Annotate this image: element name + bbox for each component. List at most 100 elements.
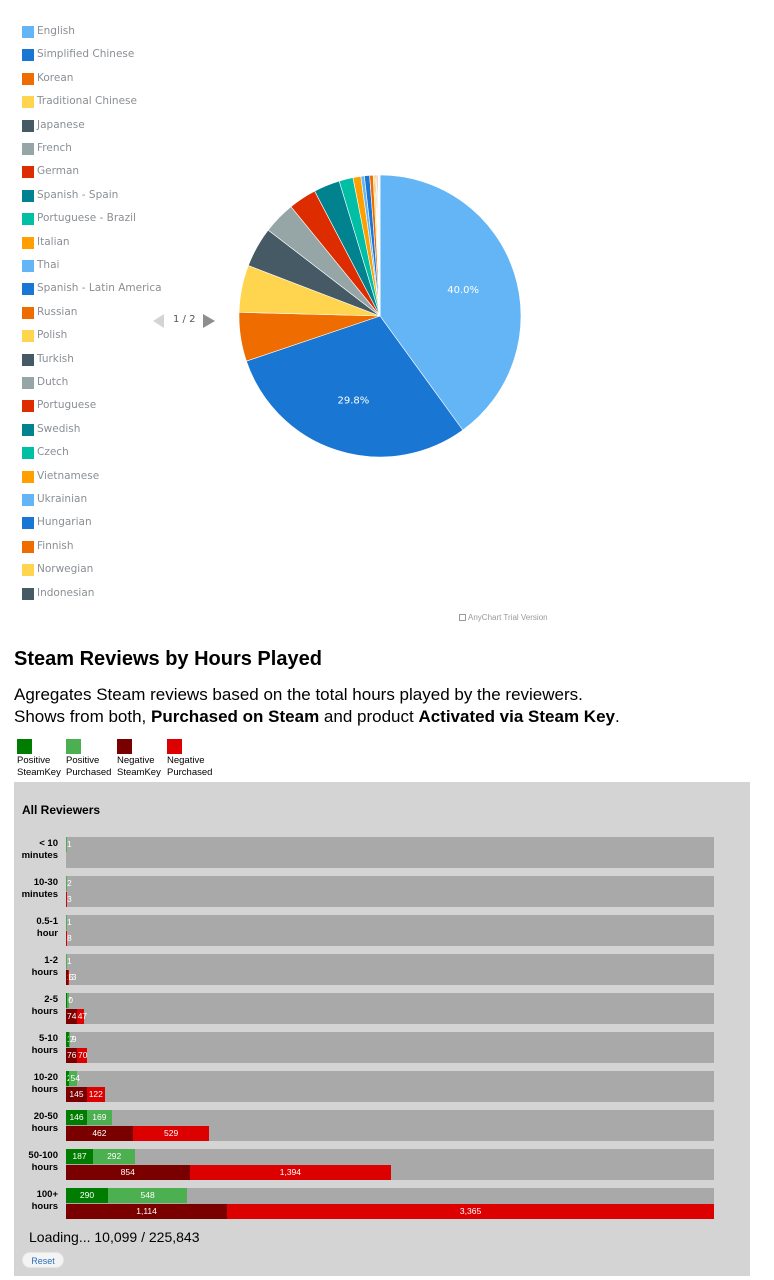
legend-swatch <box>22 72 34 85</box>
key-label: Positive SteamKey <box>17 755 73 779</box>
row-label-line: 10-30 <box>33 877 58 888</box>
bar-segment-positive-purchased[interactable]: 169 <box>87 1110 112 1125</box>
legend-swatch <box>22 166 34 179</box>
legend-swatch <box>22 564 34 577</box>
description-line-2: Shows from both, Purchased on Steam and … <box>14 706 620 728</box>
row-label-line: 5-10 <box>38 1033 58 1044</box>
legend-swatch <box>22 447 34 460</box>
bar-segment-positive-purchased[interactable]: 1 <box>66 915 72 930</box>
description-line-1: Agregates Steam reviews based on the tot… <box>14 685 583 704</box>
row-label: 5-10 hours <box>18 1033 58 1057</box>
legend-label: Swedish <box>37 422 81 435</box>
panel-title: All Reviewers <box>22 803 101 817</box>
legend-swatch <box>22 587 34 600</box>
legend-label: Vietnamese <box>37 469 100 482</box>
bar-segment-negative-purchased[interactable]: 529 <box>132 1126 210 1141</box>
legend-swatch <box>22 470 34 483</box>
pager-prev-icon[interactable] <box>153 314 164 328</box>
bar-segment-positive-steamkey[interactable]: 187 <box>66 1149 94 1164</box>
legend-swatch <box>22 517 34 530</box>
row-label-line: hours <box>31 1201 58 1212</box>
legend-label: French <box>37 142 72 154</box>
row-label: 10-30 minutes <box>18 877 58 901</box>
key-label-line: Positive <box>66 755 100 766</box>
bar-segment-positive-steamkey[interactable]: 146 <box>66 1110 88 1125</box>
bar-segment-negative-steamkey[interactable]: 74 <box>66 1009 77 1024</box>
bar-segment-negative-purchased[interactable]: 3,365 <box>227 1204 714 1219</box>
legend-label: Spanish - Spain <box>37 188 119 201</box>
bar-segment-negative-steamkey[interactable]: 1,114 <box>66 1204 228 1219</box>
legend-label: German <box>37 165 80 178</box>
bar-segment-negative-purchased[interactable]: 8 <box>66 931 72 946</box>
bar-segment-positive-purchased[interactable]: 1 <box>66 837 72 852</box>
row-label-line: hours <box>31 1045 58 1056</box>
legend-label: Dutch <box>37 376 69 388</box>
row-label-line: 1-2 <box>44 955 58 966</box>
bar-segment-negative-purchased[interactable]: 5 <box>67 970 74 985</box>
desc-bold-steamkey: Activated via Steam Key <box>418 707 615 726</box>
legend-swatch <box>22 353 34 366</box>
legend-swatch <box>22 330 34 343</box>
bar-segment-negative-purchased[interactable]: 1,394 <box>189 1165 392 1180</box>
row-label-line: 20-50 <box>33 1111 58 1122</box>
row-track: 1 13 5 <box>66 954 714 985</box>
legend-label: Turkish <box>37 352 74 365</box>
reset-button[interactable]: Reset <box>22 1252 64 1268</box>
credits-text: AnyChart Trial Version <box>468 613 548 622</box>
key-label-line: SteamKey <box>117 767 161 778</box>
bar-segment-positive-steamkey[interactable]: 290 <box>66 1188 108 1203</box>
bar-segment-negative-purchased[interactable]: 3 <box>66 892 72 907</box>
chart-credits[interactable]: AnyChart Trial Version <box>459 613 548 622</box>
bar-segment-negative-purchased[interactable]: 47 <box>76 1009 87 1024</box>
legend-label: Simplified Chinese <box>37 48 135 61</box>
legend-swatch <box>22 189 34 202</box>
row-label: 0.5-1 hour <box>18 916 58 940</box>
language-pie-chart: 40.0% 29.8% <box>238 174 522 458</box>
legend-label: Hungarian <box>37 516 92 529</box>
row-label-line: hours <box>31 1084 58 1095</box>
pager-text: 1 / 2 <box>173 314 196 325</box>
bar-segment-negative-steamkey[interactable]: 854 <box>66 1165 190 1180</box>
bar-segment-positive-purchased[interactable]: 7 <box>68 1032 74 1047</box>
bar-segment-negative-steamkey[interactable]: 76 <box>66 1048 77 1063</box>
legend-swatch <box>22 143 34 155</box>
row-label: 100+ hours <box>18 1189 58 1213</box>
legend-label: Indonesian <box>37 586 95 599</box>
reviews-description: Agregates Steam reviews based on the tot… <box>14 684 620 728</box>
pie-slice-english[interactable] <box>379 174 522 431</box>
anychart-icon <box>459 614 466 621</box>
row-label-line: 2-5 <box>44 994 58 1005</box>
row-label-line: hours <box>31 1123 58 1134</box>
row-label-line: hours <box>31 1006 58 1017</box>
legend-swatch <box>22 26 34 38</box>
pie-slice-simplified-chinese[interactable] <box>246 315 464 458</box>
bar-segment-negative-purchased[interactable]: 70 <box>76 1048 87 1063</box>
legend-swatch <box>22 119 34 132</box>
row-label-line: 10-20 <box>33 1072 58 1083</box>
bar-segment-positive-purchased[interactable]: 1 <box>66 954 72 969</box>
bar-segment-positive-purchased[interactable]: 292 <box>93 1149 136 1164</box>
row-label-line: < 10 <box>39 838 58 849</box>
row-track: 146 169 462 529 <box>66 1110 714 1141</box>
legend-swatch <box>22 283 34 296</box>
bar-segment-positive-purchased[interactable]: 548 <box>107 1188 188 1203</box>
row-label-line: hour <box>36 928 58 939</box>
legend-label: Thai <box>37 259 60 271</box>
row-label: 50-100 hours <box>18 1150 58 1174</box>
legend-swatch <box>22 236 34 249</box>
legend-swatch <box>22 494 34 506</box>
bar-segment-negative-steamkey[interactable]: 145 <box>66 1087 87 1102</box>
bar-segment-negative-purchased[interactable]: 122 <box>86 1087 105 1102</box>
bar-segment-positive-purchased[interactable]: 0 <box>67 993 73 1008</box>
legend-swatch <box>22 400 34 413</box>
language-pie-section: 40.0% 29.8% English Simplified Chinese Kore… <box>0 0 774 630</box>
row-track: 187 292 854 1,394 <box>66 1149 714 1180</box>
row-track: 1 <box>66 837 714 868</box>
bar-segment-positive-purchased[interactable]: 2 <box>66 876 72 891</box>
bar-segment-negative-steamkey[interactable]: 462 <box>66 1126 133 1141</box>
pager-next-icon[interactable] <box>203 314 215 328</box>
legend-swatch <box>22 96 34 109</box>
bar-segment-positive-purchased[interactable]: 54 <box>69 1071 80 1086</box>
legend-label: Russian <box>37 305 78 318</box>
row-label-line: 0.5-1 <box>36 916 58 927</box>
